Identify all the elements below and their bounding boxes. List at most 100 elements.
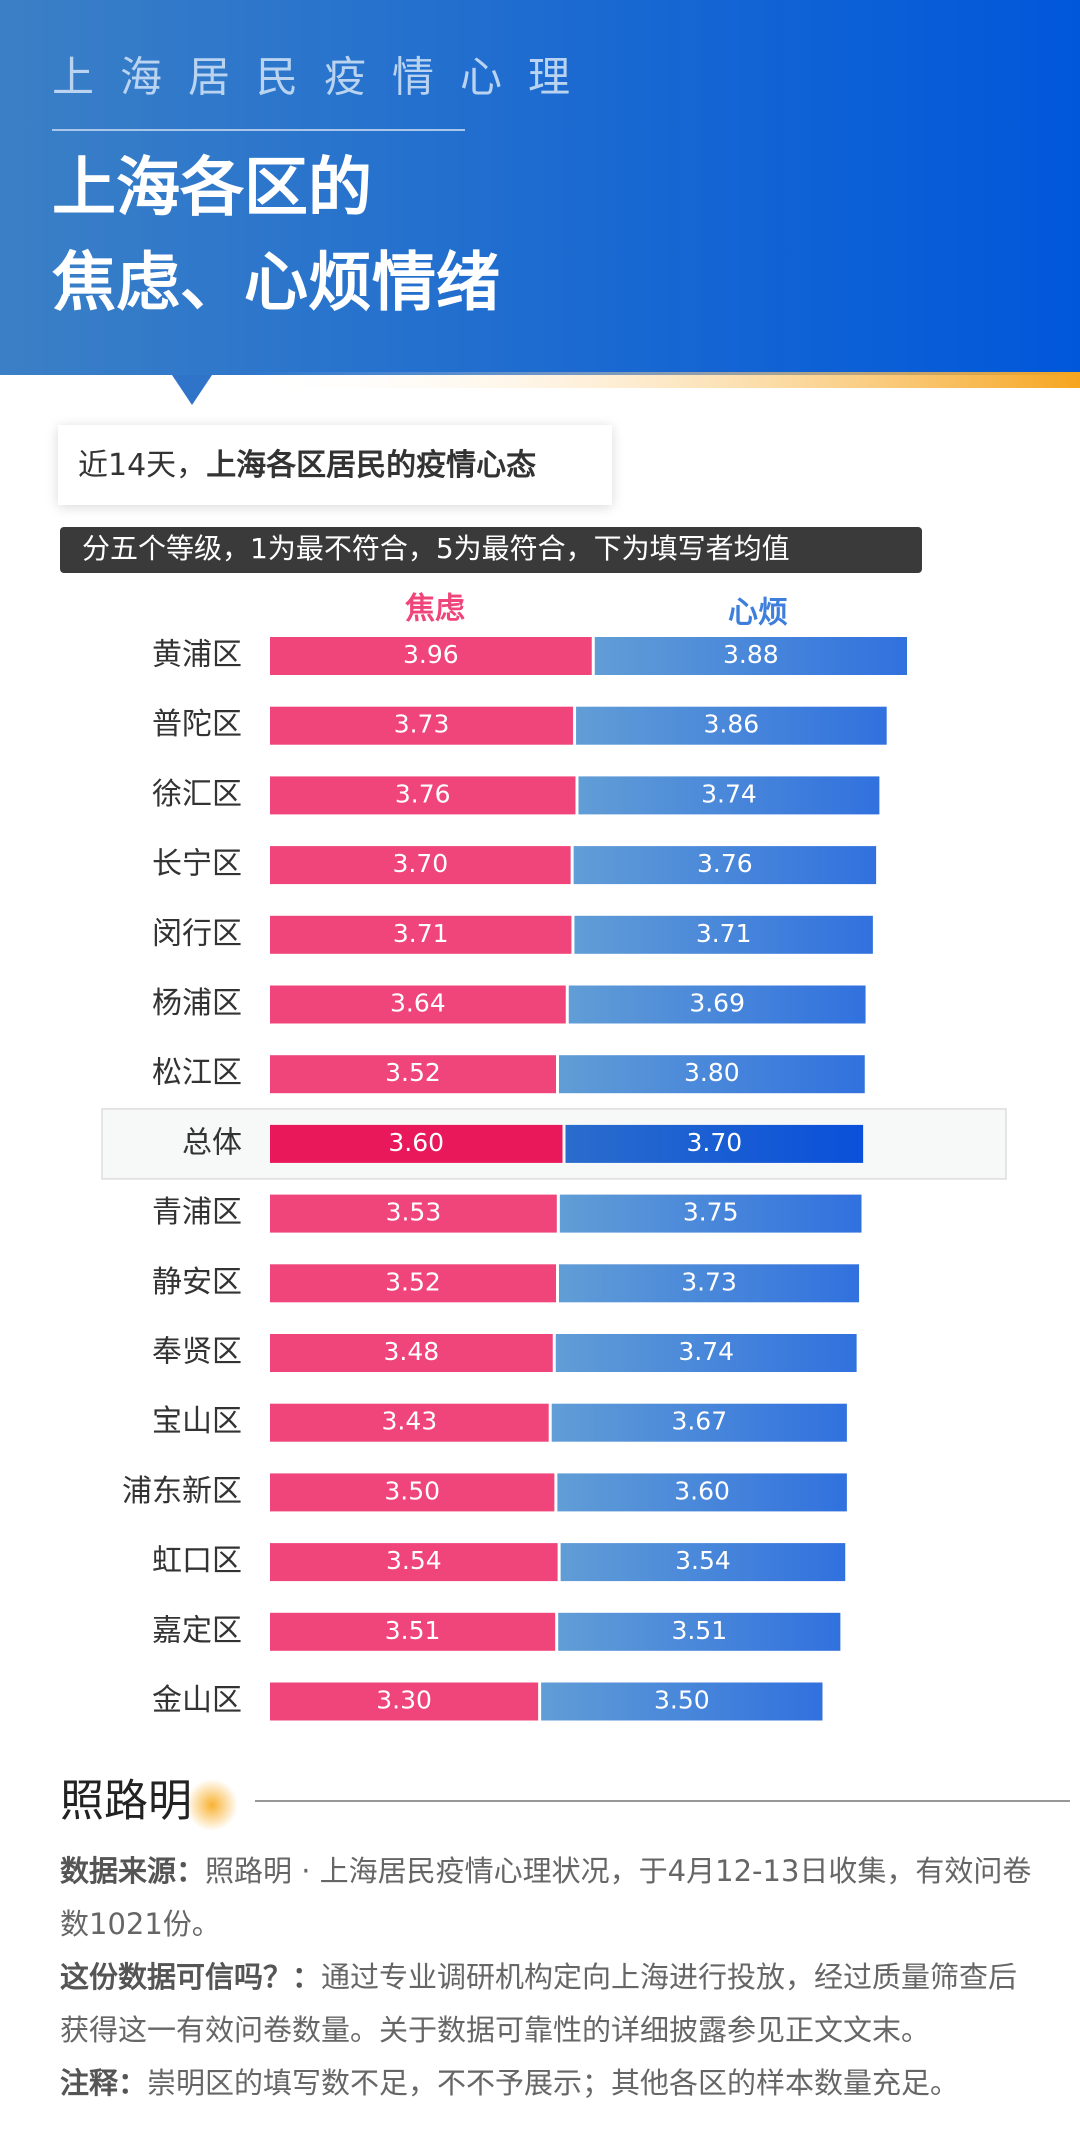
- note-label: 数据来源：: [60, 1854, 206, 1888]
- value-label: 3.74: [678, 1337, 734, 1366]
- category-label: 静安区: [152, 1265, 242, 1300]
- bar: [573, 846, 877, 885]
- note-text: 通过专业调研机构定向上海进行投放，经过质量筛查后获得这一有效问卷数量。关于数据可…: [60, 1960, 1018, 2047]
- bar: [560, 1543, 846, 1582]
- category-label: 长宁区: [152, 847, 242, 882]
- bar: [270, 1264, 556, 1303]
- value-label: 3.70: [686, 1128, 742, 1157]
- legend-label: 心烦: [728, 596, 788, 631]
- value-label: 3.53: [386, 1198, 442, 1227]
- value-label: 3.54: [386, 1546, 442, 1575]
- bar: [270, 637, 592, 675]
- value-label: 3.76: [395, 779, 451, 808]
- header-bg: [0, 0, 1080, 375]
- value-label: 3.52: [385, 1267, 441, 1296]
- category-label: 青浦区: [152, 1195, 242, 1230]
- bar: [270, 776, 576, 815]
- category-label: 松江区: [152, 1056, 242, 1091]
- subtitle: 分五个等级，1为最不符合，5为最符合，下为填写者均值: [82, 532, 790, 565]
- notch: [172, 375, 212, 405]
- value-label: 3.50: [384, 1476, 440, 1505]
- category-label: 黄浦区: [152, 638, 242, 673]
- value-label: 3.96: [403, 640, 459, 669]
- category-label: 奉贤区: [152, 1335, 242, 1370]
- value-label: 3.73: [681, 1267, 737, 1296]
- value-label: 3.50: [654, 1686, 710, 1715]
- value-label: 3.60: [674, 1476, 730, 1505]
- value-label: 3.43: [382, 1407, 438, 1436]
- bar: [541, 1682, 823, 1721]
- kicker: 上海居民疫情心理: [52, 53, 596, 102]
- bar: [558, 1612, 841, 1651]
- value-label: 3.71: [393, 919, 449, 948]
- footer: 数据来源：照路明 · 上海居民疫情心理状况，于4月12-13日收集，有效问卷数1…: [60, 1845, 1040, 2110]
- bar: [557, 1473, 847, 1512]
- value-label: 3.64: [390, 989, 446, 1018]
- value-label: 3.67: [671, 1407, 727, 1436]
- note-bar: [60, 527, 922, 573]
- value-label: 3.73: [394, 710, 450, 739]
- category-label: 嘉定区: [152, 1613, 242, 1648]
- bar: [270, 1473, 555, 1512]
- bar: [270, 1543, 558, 1582]
- value-label: 3.60: [388, 1128, 444, 1157]
- bar: [594, 637, 907, 675]
- value-label: 3.30: [376, 1686, 432, 1715]
- value-label: 3.51: [671, 1616, 727, 1645]
- value-label: 3.69: [689, 989, 745, 1018]
- value-label: 3.51: [385, 1616, 441, 1645]
- category-label: 虹口区: [152, 1544, 242, 1579]
- bar: [270, 915, 572, 954]
- category-label: 浦东新区: [122, 1474, 242, 1509]
- value-label: 3.71: [696, 919, 752, 948]
- value-label: 3.86: [704, 710, 760, 739]
- bar: [270, 706, 574, 745]
- note: 这份数据可信吗？：通过专业调研机构定向上海进行投放，经过质量筛查后获得这一有效问…: [60, 1951, 1040, 2057]
- value-label: 3.48: [384, 1337, 440, 1366]
- chart: 上海居民疫情心理 上海各区的 焦虑、心烦情绪 近14天，上海各区居民的疫情心态 …: [0, 0, 1080, 1721]
- value-label: 3.54: [675, 1546, 731, 1575]
- note: 数据来源：照路明 · 上海居民疫情心理状况，于4月12-13日收集，有效问卷数1…: [60, 1845, 1040, 1951]
- bar: [559, 1055, 865, 1094]
- value-label: 3.70: [392, 849, 448, 878]
- logo-area: 照路明: [60, 1776, 1070, 1831]
- note-label: 这份数据可信吗？：: [60, 1960, 322, 1994]
- category-label: 杨浦区: [152, 986, 242, 1021]
- category-label: 总体: [182, 1125, 242, 1160]
- bar: [551, 1403, 847, 1442]
- logo: 照路明: [60, 1776, 192, 1827]
- value-label: 3.88: [723, 640, 779, 669]
- accent-strip: [250, 372, 1080, 388]
- bar: [578, 776, 880, 815]
- bar: [574, 915, 873, 954]
- bar: [270, 1403, 549, 1442]
- bar: [270, 1612, 556, 1651]
- value-label: 3.75: [683, 1198, 739, 1227]
- value-label: 3.76: [697, 849, 753, 878]
- category-label: 普陀区: [152, 707, 242, 742]
- bar: [270, 1334, 553, 1372]
- value-label: 3.74: [701, 779, 757, 808]
- bar: [576, 706, 887, 745]
- category-label: 闵行区: [152, 916, 242, 951]
- bar: [270, 1055, 556, 1094]
- bar: [270, 1124, 563, 1163]
- title-part: 上海各区居民的疫情心态: [206, 448, 536, 483]
- value-label: 3.52: [385, 1058, 441, 1087]
- legend-label: 焦虑: [405, 592, 465, 627]
- note: 注释：崇明区的填写数不足，不不予展示；其他各区的样本数量充足。: [60, 2057, 1040, 2110]
- value-label: 3.80: [684, 1058, 740, 1087]
- note-text: 崇明区的填写数不足，不不予展示；其他各区的样本数量充足。: [147, 2066, 960, 2100]
- bar: [270, 846, 571, 885]
- title-line: 焦虑、心烦情绪: [52, 247, 500, 321]
- logo-glow: [186, 1779, 238, 1831]
- category-label: 徐汇区: [152, 777, 242, 812]
- bar: [555, 1334, 857, 1372]
- bar: [270, 1194, 557, 1233]
- card: [58, 425, 612, 505]
- category-label: 金山区: [152, 1683, 242, 1718]
- note-text: 照路明 · 上海居民疫情心理状况，于4月12-13日收集，有效问卷数1021份。: [60, 1854, 1032, 1941]
- title-part: 近14天，: [78, 448, 206, 483]
